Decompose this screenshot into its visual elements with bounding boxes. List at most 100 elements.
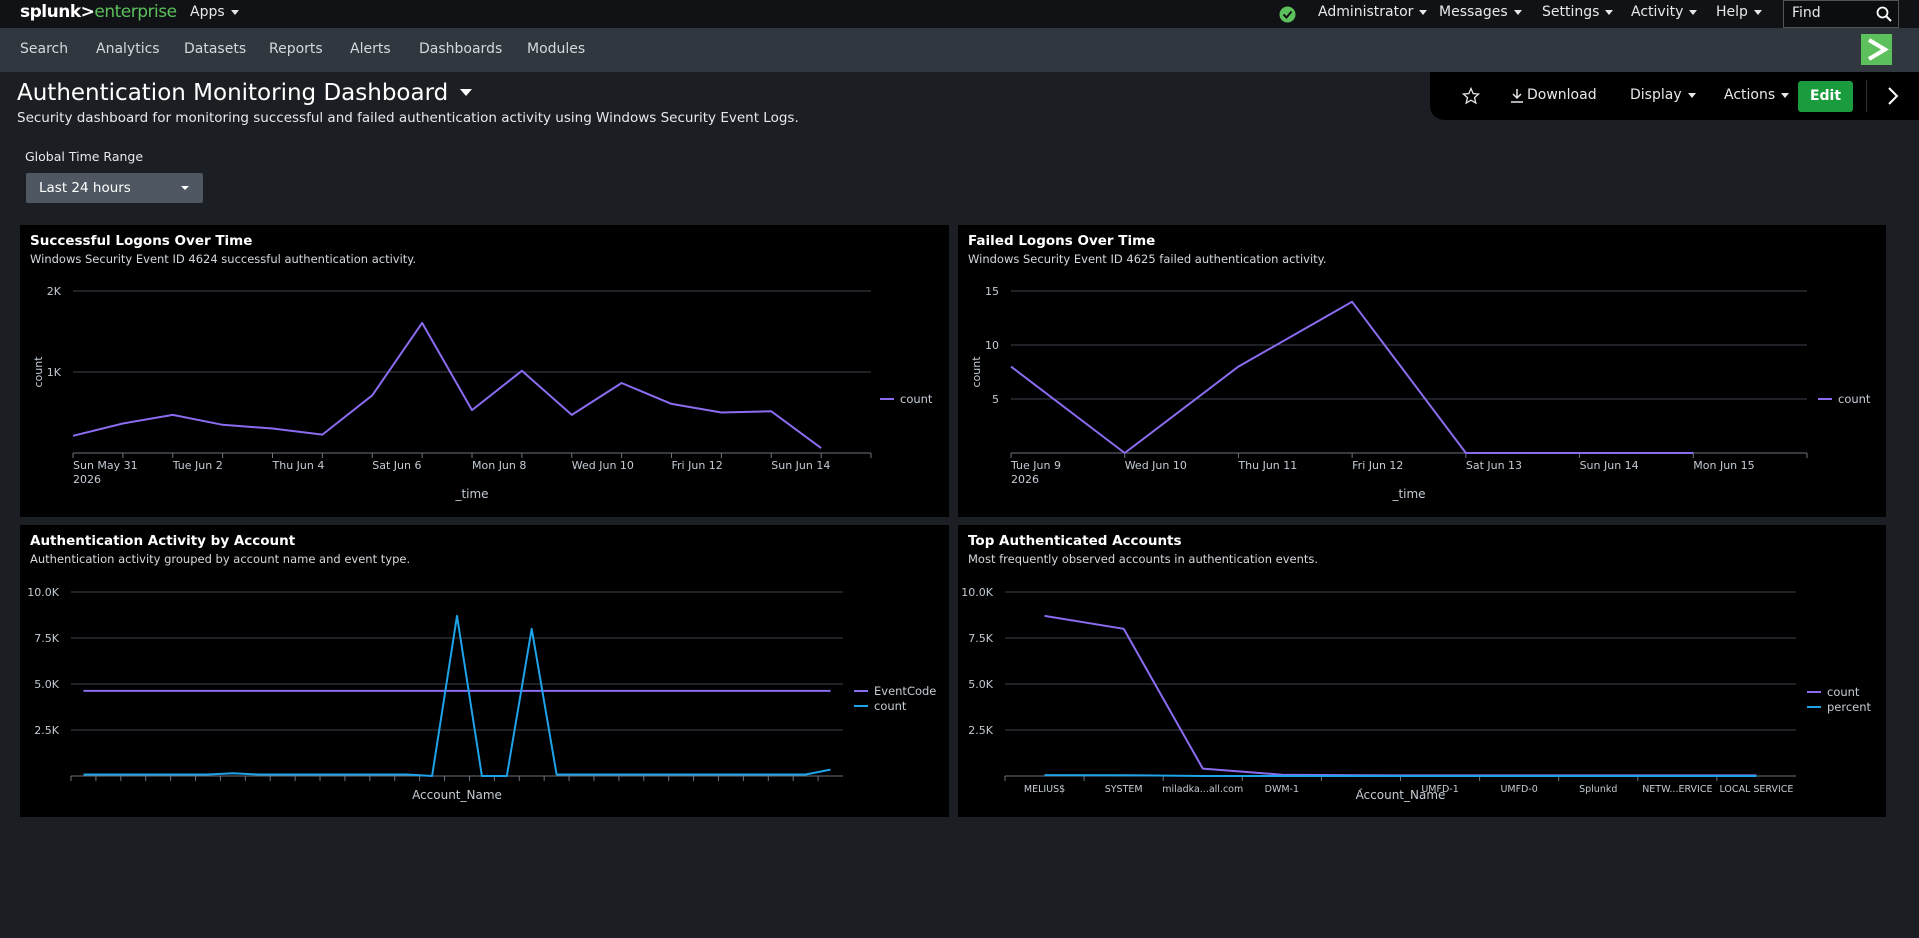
series-line (72, 321, 822, 449)
top-bar: splunk>enterprise Apps Administrator Mes… (0, 0, 1919, 28)
x-tick-label: Sun Jun 14 (1580, 459, 1639, 472)
legend-label: percent (1827, 700, 1872, 714)
input-label: Global Time Range (25, 149, 144, 164)
x-tick-label: - (1359, 784, 1362, 795)
panel-title: Authentication Activity by Account (30, 533, 296, 549)
x-tick-label: Wed Jun 10 (572, 459, 634, 472)
nav-analytics[interactable]: Analytics (96, 41, 160, 57)
y-tick-label: 5.0K (34, 678, 59, 691)
y-tick-label: 10.0K (27, 586, 59, 599)
logo[interactable]: splunk>enterprise (20, 2, 177, 22)
nav-reports[interactable]: Reports (269, 41, 323, 57)
x-axis-title: Account_Name (412, 788, 502, 802)
action-bar: Download Display Actions Edit (1430, 72, 1919, 120)
status-icon (1279, 6, 1296, 23)
dashboard-title-text: Authentication Monitoring Dashboard (17, 80, 449, 106)
y-tick-label: 7.5K (968, 632, 993, 645)
y-tick-label: 5 (992, 393, 999, 406)
x-tick-label: Tue Jun 2 (172, 459, 223, 472)
series-line (1010, 300, 1694, 454)
dashboard-description: Security dashboard for monitoring succes… (17, 110, 799, 126)
y-tick-label: 1K (47, 366, 62, 379)
panel: Successful Logons Over Time Windows Secur… (20, 225, 949, 517)
x-sublabel: 2026 (1011, 473, 1039, 486)
legend-label: EventCode (874, 684, 936, 698)
panel-subtitle: Authentication activity grouped by accou… (30, 552, 410, 566)
x-tick-label: Sat Jun 13 (1466, 459, 1522, 472)
time-range-value: Last 24 hours (39, 180, 131, 196)
search-icon (1876, 6, 1892, 22)
collapse-icon[interactable] (1886, 86, 1900, 106)
y-tick-label: 15 (985, 285, 999, 298)
edit-button[interactable]: Edit (1798, 81, 1853, 112)
menu-messages[interactable]: Messages (1439, 4, 1522, 20)
x-sublabel: 2026 (73, 473, 101, 486)
series-line (83, 614, 831, 777)
time-range-dropdown[interactable]: Last 24 hours (26, 173, 203, 203)
panel-title: Failed Logons Over Time (968, 233, 1155, 249)
title-caret (460, 89, 473, 96)
panel: Top Authenticated Accounts Most frequentl… (958, 525, 1886, 817)
app-bar (0, 28, 1919, 72)
panel-subtitle: Most frequently observed accounts in aut… (968, 552, 1318, 566)
menu-help[interactable]: Help (1716, 4, 1762, 20)
apps-menu[interactable]: Apps (190, 4, 239, 20)
nav-datasets[interactable]: Datasets (184, 41, 247, 57)
dropdown-caret (181, 186, 189, 190)
legend-label: count (874, 699, 907, 713)
x-tick-label: Mon Jun 8 (472, 459, 526, 472)
y-tick-label: 2.5K (34, 724, 59, 737)
nav-alerts[interactable]: Alerts (350, 41, 391, 57)
find-box[interactable]: Find (1783, 0, 1899, 28)
nav-dashboards[interactable]: Dashboards (419, 41, 503, 57)
app-icon-glyph (1867, 38, 1889, 61)
y-axis-title: count (32, 356, 45, 388)
x-tick-label: Sun Jun 14 (771, 459, 830, 472)
y-tick-label: 10.0K (961, 586, 993, 599)
y-tick-label: 7.5K (34, 632, 59, 645)
find-placeholder: Find (1792, 5, 1821, 21)
chart: Top Authenticated Accounts Most frequentl… (961, 533, 1872, 802)
legend-label: count (900, 392, 933, 406)
x-tick-label: Thu Jun 11 (1237, 459, 1297, 472)
app-icon[interactable] (1861, 34, 1892, 65)
x-tick-label: DWM-1 (1265, 784, 1299, 795)
chart: Failed Logons Over Time Windows Security … (968, 233, 1871, 501)
x-tick-label: miladka...all.com (1162, 784, 1243, 795)
panel: Authentication Activity by Account Authen… (20, 525, 949, 817)
legend-label: count (1827, 685, 1860, 699)
nav-search[interactable]: Search (20, 41, 69, 57)
y-tick-label: 5.0K (968, 678, 993, 691)
y-axis-title: count (970, 356, 983, 388)
x-tick-label: MELIUS$ (1024, 784, 1065, 795)
menu-settings[interactable]: Settings (1542, 4, 1613, 20)
y-tick-label: 2K (47, 285, 62, 298)
panel-subtitle: Windows Security Event ID 4625 failed au… (968, 252, 1326, 266)
download-button[interactable]: Download (1527, 87, 1597, 103)
dashboard-title[interactable]: Authentication Monitoring Dashboard (17, 80, 478, 106)
menu-administrator[interactable]: Administrator (1318, 4, 1427, 20)
series-line (1044, 774, 1757, 777)
x-tick-label: UMFD-1 (1421, 784, 1458, 795)
x-tick-label: Sun May 31 (73, 459, 138, 472)
star-icon[interactable] (1462, 87, 1480, 105)
x-axis-title: Account_Name (1356, 788, 1446, 802)
x-tick-label: Sat Jun 6 (372, 459, 421, 472)
menu-activity[interactable]: Activity (1631, 4, 1697, 20)
actions-button[interactable]: Actions (1724, 87, 1789, 103)
logo-main: splunk> (20, 2, 95, 22)
display-button[interactable]: Display (1630, 87, 1696, 103)
x-axis-title: _time (454, 487, 488, 501)
y-tick-label: 10 (985, 339, 999, 352)
x-tick-label: Thu Jun 4 (272, 459, 325, 472)
x-tick-label: Fri Jun 12 (672, 459, 723, 472)
nav-modules[interactable]: Modules (527, 41, 586, 57)
series-line (1044, 614, 1757, 777)
chart: Successful Logons Over Time Windows Secur… (30, 233, 933, 501)
panel-title: Top Authenticated Accounts (968, 533, 1182, 549)
chart: Authentication Activity by Account Authen… (27, 533, 936, 802)
download-icon (1511, 89, 1523, 103)
x-tick-label: Fri Jun 12 (1352, 459, 1403, 472)
y-tick-label: 2.5K (968, 724, 993, 737)
